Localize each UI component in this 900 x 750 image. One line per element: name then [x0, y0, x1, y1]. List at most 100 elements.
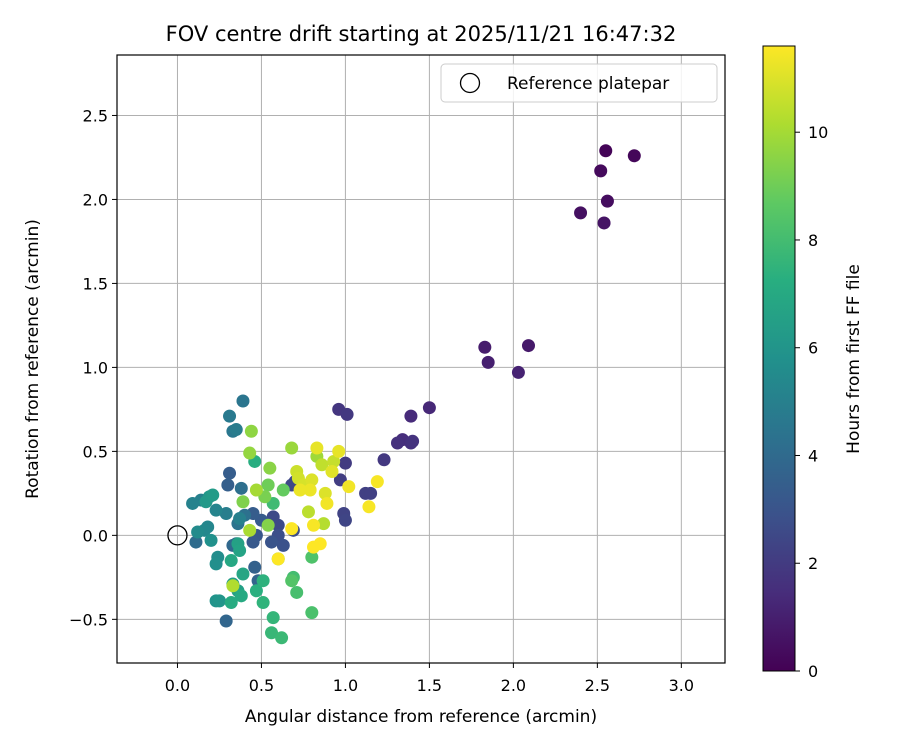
- legend: Reference platepar: [440, 63, 718, 103]
- data-point: [305, 550, 319, 564]
- data-point: [325, 465, 339, 479]
- data-points: [167, 144, 641, 645]
- y-tick-label: 0.5: [83, 442, 108, 461]
- data-point: [327, 454, 341, 468]
- data-point: [600, 194, 614, 208]
- data-point: [209, 503, 223, 517]
- data-point: [266, 611, 280, 625]
- colorbar: 0 2 4 6 8 10 Hours from first FF file: [762, 45, 864, 681]
- data-point: [219, 507, 233, 521]
- x-tick-label: 0.0: [165, 676, 190, 695]
- data-point: [244, 424, 258, 438]
- data-point: [236, 567, 250, 581]
- data-point: [315, 458, 329, 472]
- data-point: [248, 560, 262, 574]
- data-point: [249, 584, 263, 598]
- data-point: [338, 513, 352, 527]
- data-point: [285, 574, 299, 588]
- colorbar-tick-label: 10: [808, 123, 828, 142]
- data-point: [224, 554, 238, 568]
- colorbar-ticks: 0 2 4 6 8 10: [795, 123, 828, 681]
- data-point: [390, 436, 404, 450]
- data-point: [307, 540, 321, 554]
- x-tick-label: 2.5: [585, 676, 610, 695]
- colorbar-scale: [762, 45, 796, 672]
- data-point: [233, 543, 247, 557]
- y-tick-label: 2.5: [83, 106, 108, 125]
- data-point: [305, 473, 319, 487]
- data-point: [221, 478, 235, 492]
- data-point: [229, 423, 243, 437]
- data-point: [627, 149, 641, 163]
- data-point: [256, 574, 270, 588]
- data-point: [236, 394, 250, 408]
- data-point: [377, 453, 391, 467]
- grid-lines: [117, 55, 725, 663]
- data-point: [271, 552, 285, 566]
- data-point: [234, 589, 248, 603]
- data-point: [246, 535, 260, 549]
- colorbar-tick-label: 2: [808, 554, 818, 573]
- colorbar-tick-label: 0: [808, 662, 818, 681]
- data-point: [370, 475, 384, 489]
- data-point: [521, 339, 535, 353]
- data-point: [310, 441, 324, 455]
- data-point: [275, 631, 289, 645]
- data-point: [224, 596, 238, 610]
- data-point: [271, 518, 285, 532]
- data-point: [338, 456, 352, 470]
- data-point: [301, 505, 315, 519]
- x-tick-label: 2.0: [501, 676, 526, 695]
- y-axis-ticks: −0.5 0.0 0.5 1.0 1.5 2.0 2.5: [69, 106, 117, 629]
- colorbar-tick-label: 6: [808, 339, 818, 358]
- data-point: [511, 365, 525, 379]
- colorbar-tick-label: 8: [808, 231, 818, 250]
- data-point: [263, 461, 277, 475]
- data-point: [276, 538, 290, 552]
- y-tick-label: 1.0: [83, 358, 108, 377]
- x-axis-label: Angular distance from reference (arcmin): [245, 707, 597, 727]
- data-point: [233, 512, 247, 526]
- data-point: [265, 626, 279, 640]
- colorbar-tick-label: 4: [808, 446, 818, 465]
- data-point: [404, 409, 418, 423]
- data-point: [223, 466, 237, 480]
- data-point: [305, 606, 319, 620]
- data-point: [285, 441, 299, 455]
- x-tick-label: 1.0: [333, 676, 358, 695]
- data-point: [285, 522, 299, 536]
- plot-frame: [116, 54, 726, 664]
- colorbar-label: Hours from first FF file: [844, 264, 864, 454]
- data-point: [597, 216, 611, 230]
- reference-point-marker: [167, 525, 188, 546]
- data-point: [243, 523, 257, 537]
- data-point: [186, 496, 200, 510]
- data-point: [261, 518, 275, 532]
- data-point: [594, 164, 608, 178]
- legend-entry: Reference platepar: [507, 74, 669, 94]
- data-point: [318, 486, 332, 500]
- data-point: [303, 483, 317, 497]
- data-point: [249, 483, 263, 497]
- x-tick-label: 1.5: [417, 676, 442, 695]
- data-point: [265, 535, 279, 549]
- data-point: [364, 486, 378, 500]
- y-axis-label: Rotation from reference (arcmin): [23, 219, 43, 499]
- data-point: [317, 517, 331, 531]
- data-point: [243, 446, 257, 460]
- data-point: [422, 401, 436, 415]
- data-point: [406, 434, 420, 448]
- data-point: [261, 478, 275, 492]
- data-point: [226, 579, 240, 593]
- data-point: [293, 483, 307, 497]
- data-point: [234, 481, 248, 495]
- x-tick-label: 3.0: [669, 676, 694, 695]
- legend-marker: [459, 72, 481, 94]
- chart-title: FOV centre drift starting at 2025/11/21 …: [166, 22, 677, 46]
- data-point: [307, 518, 321, 532]
- x-tick-label: 0.5: [249, 676, 274, 695]
- data-point: [223, 409, 237, 423]
- data-point: [290, 585, 304, 599]
- y-tick-label: 1.5: [83, 274, 108, 293]
